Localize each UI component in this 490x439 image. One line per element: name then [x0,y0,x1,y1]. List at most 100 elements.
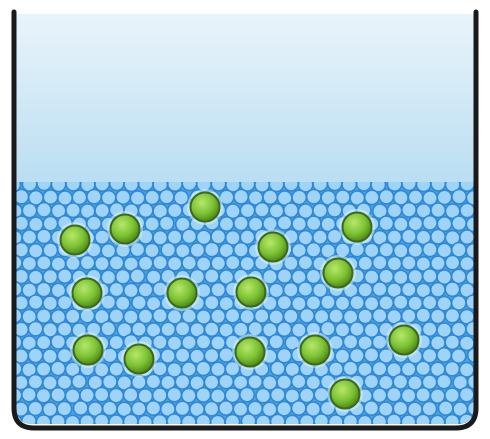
beaker-outline-icon [11,9,479,431]
solute-particle [189,191,221,223]
solvent-particle [429,255,446,272]
solvent-particle [100,320,117,337]
solvent-particle [371,307,388,324]
solvent-particle [56,400,73,417]
solvent-particle [311,282,328,299]
solvent-particle [459,202,474,219]
solvent-particle [290,399,307,416]
solvent-particle [203,267,220,284]
solvent-particle [65,202,82,219]
solvent-particle [429,281,446,298]
solvent-particle [195,360,212,377]
solvent-particle [444,281,461,298]
solvent-particle [27,294,44,311]
solvent-particle [218,216,235,233]
solvent-particle [327,361,344,378]
solvent-particle [465,269,474,286]
solvent-particle [27,347,44,364]
solvent-particle [450,215,467,232]
solvent-particle [363,189,380,206]
solvent-particle [224,307,241,324]
solvent-particle [173,189,190,206]
air-space [16,14,474,186]
solvent-particle [385,386,402,403]
solute-particle [71,277,103,309]
solvent-particle [174,320,191,337]
solvent-particle [421,214,438,231]
solvent-particle [290,373,307,390]
solvent-particle [189,242,206,259]
solvent-particle [444,334,461,351]
solvent-particle [195,386,212,403]
solvent-particle [421,400,438,417]
solvent-particle [298,387,315,404]
solvent-particle [465,242,474,259]
solvent-particle [276,267,293,284]
solvent-particle [35,201,52,218]
solvent-particle [444,254,461,271]
solvent-particle [291,216,308,233]
solvent-particle [203,241,220,258]
solvent-particle [247,373,264,390]
solvent-particle [450,347,467,364]
solvent-particle [429,308,446,325]
solute-particle [341,211,373,243]
solute-particle [123,343,155,375]
solvent-particle [371,334,388,351]
solvent-particle [233,215,250,232]
solvent-particle [27,320,44,337]
solvent-particle [305,215,322,232]
solvent-particle [137,255,154,272]
solvent-particle [131,321,148,338]
solvent-particle [421,267,438,284]
solvent-particle [50,386,67,403]
solvent-particle [328,307,345,324]
solvent-particle [459,229,474,246]
solvent-particle [108,254,125,271]
solvent-particle [94,202,111,219]
solvent-particle [466,347,474,364]
solvent-particle [122,386,139,403]
solvent-particle [371,254,388,271]
solvent-particle [305,268,322,285]
solvent-particle [276,294,293,311]
solvent-particle [21,202,38,219]
solvent-particle [268,333,285,350]
solvent-particle [21,255,38,272]
solvent-particle [50,360,67,377]
solvent-particle [94,229,111,246]
solute-particle [257,231,289,263]
solvent-particle [276,214,293,231]
solute-particle [299,334,331,366]
solvent-particle [35,387,52,404]
solvent-particle [430,202,447,219]
solvent-particle [386,255,403,272]
solvent-particle [421,241,438,258]
solvent-particle [203,347,220,364]
solvent-particle [415,307,432,324]
solvent-particle [203,374,220,391]
solute-particle [72,334,104,366]
solvent-particle [363,399,380,416]
solvent-particle [357,281,374,298]
solvent-particle [291,189,308,206]
solvent-particle [233,241,250,258]
solvent-particle [20,386,37,403]
solvent-particle [276,321,293,338]
solvent-particle [371,387,388,404]
solvent-particle [72,399,89,416]
solvent-particle [458,386,474,403]
solvent-particle [357,308,374,325]
solvent-particle [262,189,279,206]
solute-particle [166,277,198,309]
solute-particle [329,378,361,410]
solvent-particle [444,307,461,324]
solvent-particle [326,201,343,218]
solvent-particle [129,267,146,284]
solvent-particle [35,281,52,298]
solvent-particle [56,267,73,284]
solute-particle [235,276,267,308]
solvent-particle [94,255,111,272]
solvent-particle [415,386,432,403]
